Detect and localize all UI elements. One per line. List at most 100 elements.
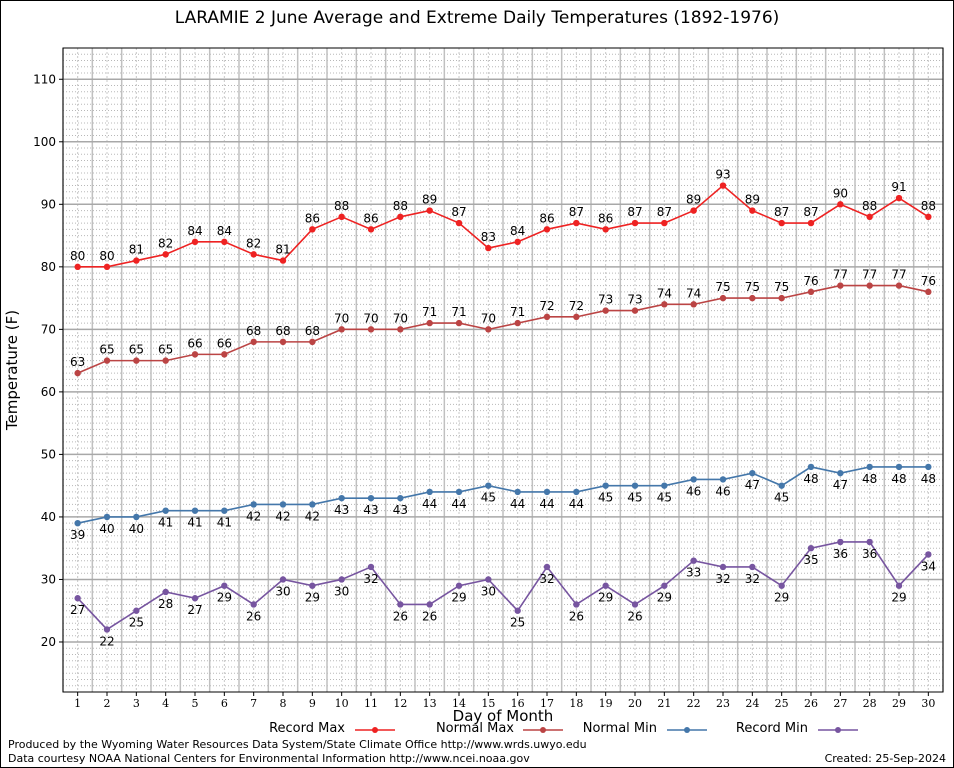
data-label-record-max: 81	[275, 243, 290, 257]
data-label-normal-max: 65	[158, 343, 173, 357]
data-point-record-min	[397, 601, 404, 608]
data-label-record-max: 82	[246, 236, 261, 250]
data-label-record-max: 89	[745, 193, 760, 207]
x-tick-label: 28	[863, 697, 877, 710]
data-label-record-max: 84	[217, 224, 232, 238]
data-label-normal-max: 70	[481, 311, 496, 325]
legend-swatch-icon	[667, 727, 707, 733]
x-tick-label: 14	[452, 697, 466, 710]
data-label-normal-min: 43	[334, 503, 349, 517]
data-point-record-min	[661, 582, 668, 589]
data-label-normal-min: 44	[422, 497, 437, 511]
data-label-record-min: 26	[246, 609, 261, 623]
data-label-record-max: 87	[657, 205, 672, 219]
data-label-record-min: 32	[363, 572, 378, 586]
legend-label: Normal Max	[435, 721, 514, 736]
data-label-normal-max: 76	[803, 274, 818, 288]
data-point-normal-min	[543, 488, 551, 496]
data-point-normal-min	[514, 488, 521, 496]
data-label-record-min: 32	[539, 572, 554, 586]
data-label-record-min: 28	[158, 597, 173, 611]
data-point-record-max	[749, 207, 756, 214]
data-point-normal-min	[133, 513, 140, 521]
data-label-normal-max: 75	[745, 280, 760, 294]
data-point-normal-max	[661, 301, 668, 308]
x-tick-label: 17	[540, 697, 554, 710]
data-label-normal-max: 66	[217, 336, 232, 350]
data-point-normal-max	[133, 357, 140, 364]
data-label-record-min: 26	[422, 609, 437, 623]
x-tick-label: 22	[687, 697, 701, 710]
data-label-normal-max: 68	[246, 324, 261, 338]
data-label-normal-min: 48	[862, 472, 877, 486]
legend-item-record-max: Record Max	[200, 721, 400, 739]
data-label-record-max: 87	[803, 205, 818, 219]
data-label-record-min: 27	[187, 603, 202, 617]
data-point-record-max	[309, 226, 316, 233]
data-label-normal-min: 42	[305, 509, 320, 523]
data-point-record-max	[455, 219, 463, 227]
x-tick-label: 29	[892, 697, 906, 710]
data-point-record-max	[426, 207, 433, 214]
data-point-record-min	[162, 588, 169, 596]
y-tick-label: 20	[41, 635, 56, 649]
data-point-record-max	[162, 251, 169, 258]
data-point-normal-max	[514, 319, 521, 327]
data-point-record-min	[103, 626, 111, 633]
data-label-record-min: 27	[70, 603, 85, 617]
data-point-normal-max	[74, 369, 81, 377]
legend-label: Normal Min	[582, 721, 657, 736]
data-point-normal-min	[661, 482, 668, 489]
y-tick-label: 80	[41, 260, 56, 274]
x-tick-label: 8	[280, 697, 287, 710]
data-label-normal-max: 71	[422, 305, 437, 319]
data-label-normal-min: 45	[774, 491, 789, 505]
data-label-record-max: 86	[598, 211, 613, 225]
data-label-normal-min: 41	[158, 516, 173, 530]
y-tick-label: 30	[41, 572, 56, 586]
data-label-record-max: 80	[99, 249, 114, 263]
data-label-normal-min: 44	[510, 497, 525, 511]
data-point-record-min	[279, 576, 287, 583]
data-label-record-min: 26	[393, 609, 408, 623]
data-point-record-max	[191, 238, 199, 246]
data-label-record-min: 30	[481, 584, 496, 598]
data-label-normal-max: 66	[187, 336, 202, 350]
x-tick-label: 1	[74, 697, 81, 710]
x-tick-label: 11	[364, 697, 378, 710]
data-label-normal-min: 46	[686, 484, 701, 498]
series-line-normal-min	[77, 466, 929, 524]
data-point-normal-max	[895, 282, 903, 289]
data-label-record-max: 84	[187, 224, 202, 238]
data-label-normal-min: 45	[657, 491, 672, 505]
data-point-normal-min	[485, 482, 492, 489]
series-line-record-min	[77, 541, 929, 631]
data-point-normal-max	[749, 294, 756, 302]
data-point-normal-min	[191, 507, 199, 514]
data-label-normal-max: 68	[305, 324, 320, 338]
data-label-record-max: 93	[715, 168, 730, 182]
data-label-normal-min: 47	[833, 478, 848, 492]
data-label-normal-min: 41	[187, 516, 202, 530]
data-label-normal-max: 70	[393, 311, 408, 325]
data-label-record-min: 29	[598, 591, 613, 605]
data-point-normal-max	[103, 357, 111, 364]
data-point-record-max	[74, 263, 81, 271]
x-tick-label: 5	[192, 697, 199, 710]
data-point-record-max	[103, 263, 111, 271]
data-point-record-max	[719, 182, 727, 189]
x-tick-label: 13	[423, 697, 437, 710]
data-point-normal-max	[279, 338, 287, 346]
x-tick-label: 20	[628, 697, 642, 710]
data-label-record-max: 88	[393, 199, 408, 213]
x-tick-label: 16	[511, 697, 525, 710]
data-point-record-max	[866, 213, 873, 221]
footer-produced: Produced by the Wyoming Water Resources …	[8, 738, 587, 751]
data-label-normal-min: 41	[217, 516, 232, 530]
data-point-record-min	[133, 607, 140, 614]
x-tick-label: 2	[104, 697, 111, 710]
data-label-record-min: 22	[99, 634, 114, 648]
data-label-normal-max: 75	[774, 280, 789, 294]
data-label-record-max: 89	[422, 193, 437, 207]
x-tick-label: 30	[921, 697, 935, 710]
